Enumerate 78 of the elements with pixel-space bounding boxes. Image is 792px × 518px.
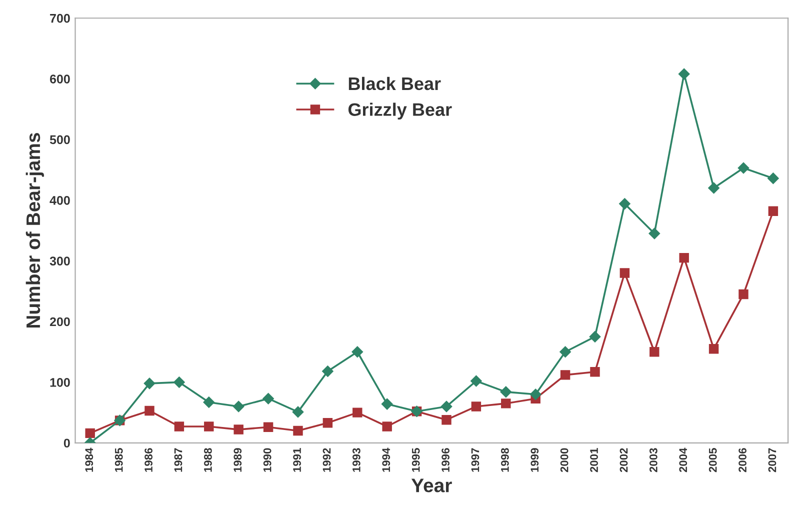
point bbox=[500, 386, 512, 398]
x-tick-label: 1992 bbox=[322, 448, 331, 472]
x-tick-label: 1987 bbox=[174, 448, 182, 472]
point bbox=[174, 422, 184, 432]
x-tick-label: 2001 bbox=[590, 448, 598, 472]
point bbox=[381, 398, 393, 410]
point bbox=[234, 424, 244, 434]
x-tick-label: 2005 bbox=[708, 448, 717, 472]
y-tick-label: 0 bbox=[64, 438, 70, 448]
y-tick-label: 300 bbox=[50, 256, 70, 266]
x-tick-label: 1993 bbox=[352, 448, 360, 472]
point bbox=[322, 418, 333, 428]
x-tick-label: 1989 bbox=[234, 448, 242, 472]
point bbox=[144, 406, 154, 416]
point bbox=[738, 289, 748, 300]
point bbox=[144, 378, 156, 390]
point bbox=[648, 228, 660, 240]
y-tick-label: 400 bbox=[50, 196, 70, 205]
point bbox=[352, 346, 363, 358]
point bbox=[293, 426, 303, 436]
point bbox=[471, 402, 482, 412]
point bbox=[650, 347, 660, 357]
point bbox=[204, 422, 214, 432]
x-tick-label: 2000 bbox=[560, 448, 568, 472]
point bbox=[708, 344, 719, 354]
x-tick-label: 1990 bbox=[263, 448, 272, 472]
point bbox=[174, 376, 185, 388]
point bbox=[352, 408, 362, 418]
y-tick-label: 200 bbox=[50, 317, 70, 326]
x-tick-label: 1994 bbox=[382, 448, 390, 472]
point bbox=[470, 375, 482, 387]
y-tick-label: 100 bbox=[50, 378, 70, 387]
x-tick-label: 1984 bbox=[85, 448, 94, 472]
point bbox=[560, 346, 571, 358]
x-tick-label: 1995 bbox=[412, 448, 420, 472]
x-tick-label: 1991 bbox=[293, 448, 301, 472]
x-tick-label: 2007 bbox=[768, 448, 776, 472]
y-tick-label: 500 bbox=[50, 135, 70, 144]
point bbox=[530, 388, 542, 400]
point bbox=[620, 268, 630, 278]
point bbox=[678, 68, 690, 80]
x-tick-label: 1997 bbox=[471, 448, 480, 472]
y-tick-label: 700 bbox=[50, 14, 70, 23]
point bbox=[232, 400, 244, 412]
point bbox=[292, 406, 304, 418]
x-tick-label: 2003 bbox=[650, 448, 658, 472]
point bbox=[589, 331, 601, 342]
x-axis-title: Year bbox=[411, 478, 452, 492]
x-tick-label: 2002 bbox=[620, 448, 628, 472]
y-tick-label: 600 bbox=[50, 74, 70, 84]
point bbox=[203, 396, 214, 408]
point bbox=[501, 398, 511, 408]
x-tick-label: 1986 bbox=[144, 448, 152, 472]
y-axis-title: Number of Bear-jams bbox=[26, 132, 44, 328]
point bbox=[708, 182, 720, 194]
point bbox=[382, 422, 392, 432]
point bbox=[590, 367, 600, 377]
x-tick-label: 1999 bbox=[530, 448, 539, 472]
point bbox=[679, 252, 689, 263]
point bbox=[85, 428, 95, 438]
point bbox=[442, 414, 452, 425]
point bbox=[619, 198, 630, 210]
point bbox=[768, 172, 779, 184]
legend-label: Black Bear bbox=[348, 76, 441, 90]
point bbox=[262, 392, 274, 404]
x-tick-label: 1996 bbox=[442, 448, 450, 472]
point bbox=[322, 366, 334, 377]
point bbox=[263, 422, 274, 432]
x-tick-label: 2004 bbox=[679, 448, 688, 472]
point bbox=[738, 162, 750, 174]
x-tick-label: 2006 bbox=[738, 448, 746, 472]
x-tick-label: 1985 bbox=[114, 448, 123, 472]
x-tick-label: 1988 bbox=[204, 448, 212, 472]
point bbox=[560, 370, 570, 380]
x-tick-label: 1998 bbox=[501, 448, 509, 472]
point bbox=[768, 206, 778, 216]
point bbox=[440, 400, 452, 412]
legend-label: Grizzly Bear bbox=[348, 102, 452, 120]
